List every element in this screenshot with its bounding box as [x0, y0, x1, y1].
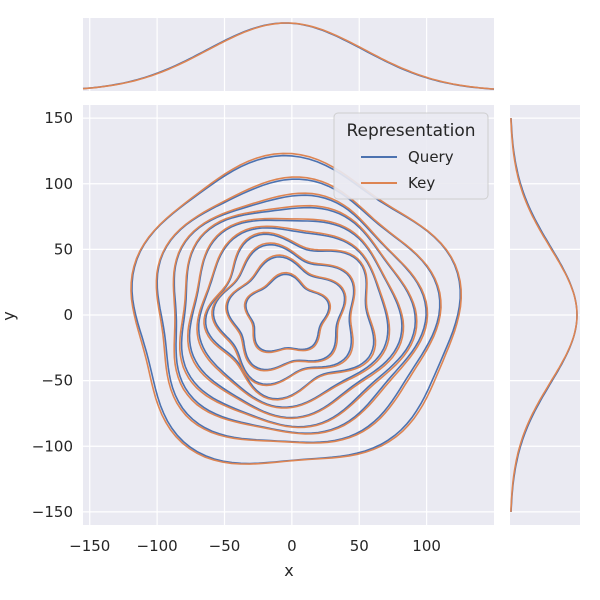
contour-key [211, 242, 356, 387]
x-tick-label: −150 [69, 537, 110, 555]
legend-title: Representation [346, 121, 475, 141]
y-tick-label: −50 [41, 372, 73, 390]
y-axis-label: y [0, 311, 18, 320]
x-axis-label: x [284, 561, 293, 580]
kde-contours [130, 152, 463, 465]
axis-ticks: −150 −100 −50 0 50 100 −150 −100 −50 0 50 100 150 [32, 109, 441, 555]
x-tick-label: 50 [350, 537, 369, 555]
x-tick-label: 100 [412, 537, 441, 555]
y-tick-label: 50 [54, 240, 73, 258]
y-tick-label: 0 [63, 306, 73, 324]
contour-key [186, 217, 405, 420]
contour-query [197, 227, 389, 409]
contour-query [173, 194, 427, 435]
y-tick-label: −150 [32, 503, 73, 521]
contour-query [204, 233, 375, 400]
marginal-y-key [510, 118, 578, 512]
contour-key [155, 176, 442, 444]
contour-query [226, 256, 346, 371]
contour-query [245, 273, 330, 353]
contour-key [172, 192, 429, 435]
contour-query [212, 243, 355, 386]
contour-key [225, 254, 347, 372]
legend-label-key: Key [408, 174, 435, 192]
contour-query [188, 219, 403, 419]
legend-box [333, 112, 489, 200]
x-tick-label: 0 [287, 537, 297, 555]
contour-query [156, 178, 441, 444]
contour-key [203, 231, 377, 401]
marginal-curves [82, 22, 578, 512]
legend: Representation Query Key [333, 112, 489, 200]
y-tick-label: −100 [32, 437, 73, 455]
grid-lines [83, 18, 580, 525]
x-tick-label: −100 [137, 537, 178, 555]
contour-key [196, 225, 391, 409]
marginal-x-key [82, 22, 495, 90]
legend-label-query: Query [408, 148, 454, 166]
contour-key [243, 271, 332, 354]
y-tick-label: 100 [44, 175, 73, 193]
y-tick-label: 150 [44, 109, 73, 127]
contour-key [179, 204, 418, 429]
x-tick-label: −50 [209, 537, 241, 555]
contour-query [180, 206, 417, 428]
top-marginal-panel [83, 18, 494, 91]
